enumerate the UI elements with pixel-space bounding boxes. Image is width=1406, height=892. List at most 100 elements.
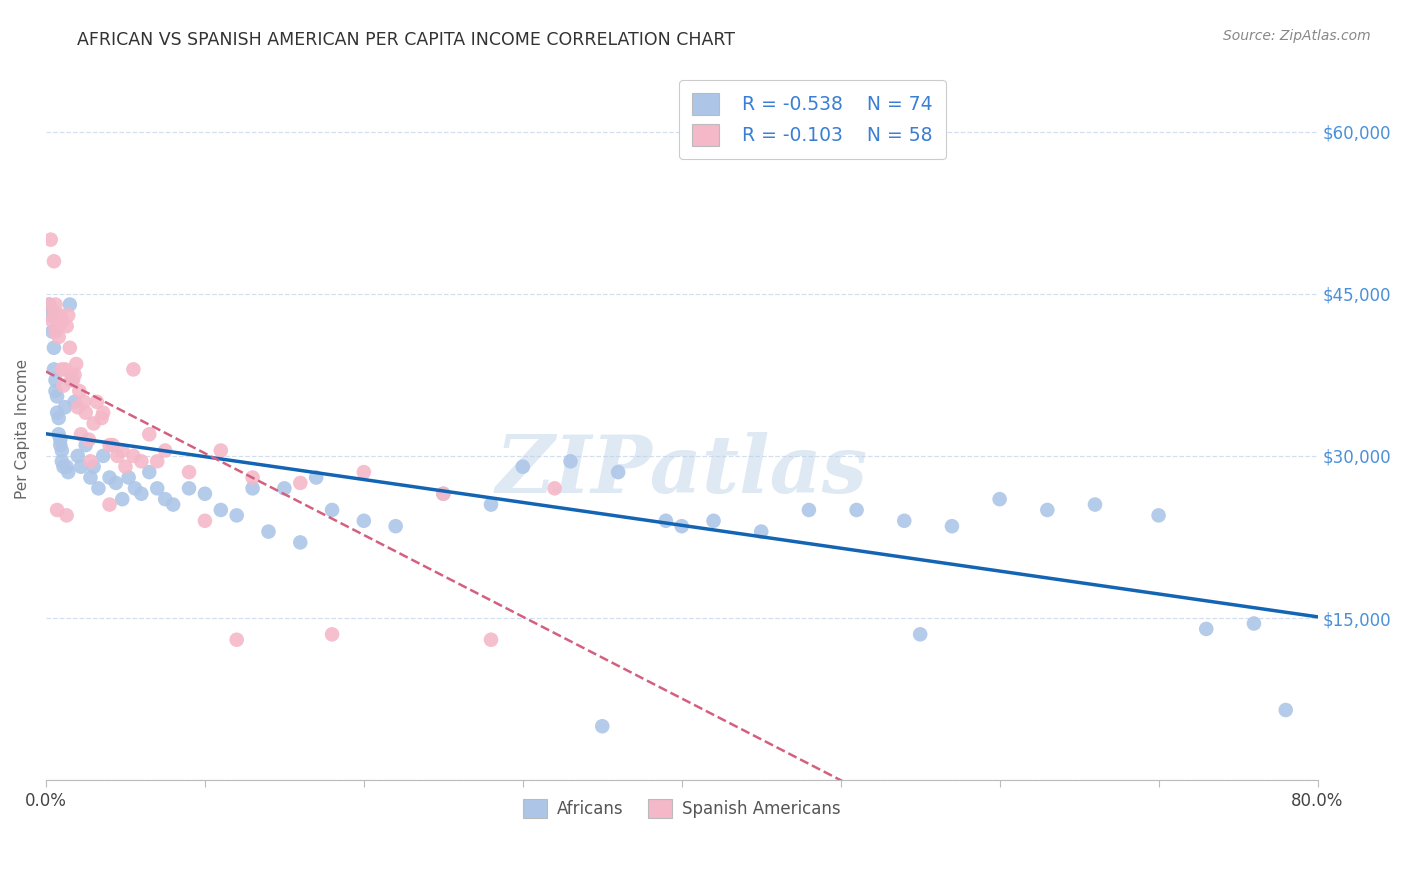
Point: [48, 411, 70, 425]
Point: [1147, 508, 1170, 523]
Point: [66, 401, 89, 415]
Point: [49, 433, 72, 447]
Point: [46, 309, 69, 323]
Point: [70, 427, 93, 442]
Point: [44, 373, 66, 387]
Point: [225, 508, 247, 523]
Point: [91, 449, 114, 463]
Point: [655, 514, 678, 528]
Point: [1084, 498, 1107, 512]
Point: [1195, 622, 1218, 636]
Point: [70, 459, 93, 474]
Point: [58, 465, 80, 479]
Point: [353, 514, 375, 528]
Point: [44, 384, 66, 398]
Point: [58, 309, 80, 323]
Point: [479, 498, 502, 512]
Point: [41, 302, 63, 317]
Point: [893, 514, 915, 528]
Point: [591, 719, 613, 733]
Point: [51, 362, 73, 376]
Point: [83, 417, 105, 431]
Point: [38, 297, 60, 311]
Point: [1036, 503, 1059, 517]
Point: [98, 438, 121, 452]
Point: [52, 459, 75, 474]
Point: [39, 233, 62, 247]
Point: [67, 384, 90, 398]
Point: [305, 470, 328, 484]
Point: [39, 309, 62, 323]
Point: [90, 411, 112, 425]
Point: [560, 454, 582, 468]
Point: [131, 487, 153, 501]
Point: [73, 394, 96, 409]
Point: [42, 254, 65, 268]
Point: [384, 519, 406, 533]
Text: ZIPatlas: ZIPatlas: [496, 433, 868, 510]
Point: [51, 454, 73, 468]
Point: [44, 325, 66, 339]
Point: [124, 481, 146, 495]
Point: [321, 627, 343, 641]
Point: [53, 401, 76, 415]
Point: [46, 503, 69, 517]
Point: [111, 492, 134, 507]
Point: [353, 465, 375, 479]
Point: [77, 433, 100, 447]
Point: [83, 459, 105, 474]
Point: [273, 481, 295, 495]
Point: [59, 341, 82, 355]
Point: [131, 454, 153, 468]
Point: [52, 378, 75, 392]
Point: [242, 470, 264, 484]
Point: [117, 470, 139, 484]
Point: [941, 519, 963, 533]
Point: [79, 470, 101, 484]
Point: [63, 368, 86, 382]
Point: [65, 357, 87, 371]
Point: [114, 459, 136, 474]
Point: [225, 632, 247, 647]
Point: [290, 535, 312, 549]
Point: [86, 394, 108, 409]
Point: [41, 325, 63, 339]
Point: [194, 514, 217, 528]
Point: [42, 309, 65, 323]
Point: [46, 389, 69, 403]
Point: [543, 481, 565, 495]
Point: [75, 406, 97, 420]
Point: [122, 362, 145, 376]
Point: [988, 492, 1011, 507]
Point: [209, 503, 232, 517]
Point: [42, 362, 65, 376]
Point: [48, 427, 70, 442]
Point: [138, 427, 160, 442]
Text: AFRICAN VS SPANISH AMERICAN PER CAPITA INCOME CORRELATION CHART: AFRICAN VS SPANISH AMERICAN PER CAPITA I…: [77, 31, 735, 49]
Point: [321, 503, 343, 517]
Point: [104, 475, 127, 490]
Point: [62, 373, 84, 387]
Point: [290, 475, 312, 490]
Point: [242, 481, 264, 495]
Point: [153, 443, 176, 458]
Point: [51, 314, 73, 328]
Point: [53, 362, 76, 376]
Point: [209, 443, 232, 458]
Point: [38, 297, 60, 311]
Point: [55, 319, 77, 334]
Point: [55, 508, 77, 523]
Legend: Africans, Spanish Americans: Africans, Spanish Americans: [516, 792, 846, 825]
Point: [432, 487, 454, 501]
Point: [122, 449, 145, 463]
Point: [702, 514, 724, 528]
Point: [49, 438, 72, 452]
Point: [432, 487, 454, 501]
Point: [111, 443, 134, 458]
Point: [63, 394, 86, 409]
Point: [153, 492, 176, 507]
Y-axis label: Per Capita Income: Per Capita Income: [15, 359, 30, 499]
Point: [512, 459, 534, 474]
Point: [41, 314, 63, 328]
Point: [79, 454, 101, 468]
